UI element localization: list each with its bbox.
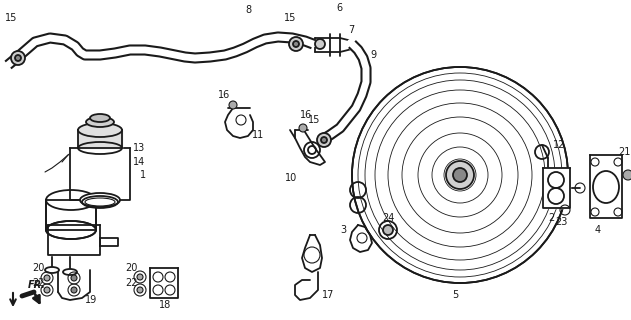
Circle shape [44, 275, 50, 281]
Circle shape [44, 287, 50, 293]
Text: 6: 6 [336, 3, 342, 13]
Text: 15: 15 [308, 115, 321, 125]
Text: 1: 1 [140, 170, 146, 180]
Polygon shape [78, 130, 122, 148]
Text: 12: 12 [553, 140, 565, 150]
Text: 24: 24 [382, 213, 394, 223]
Circle shape [317, 133, 331, 147]
Text: 8: 8 [245, 5, 251, 15]
Ellipse shape [46, 221, 96, 239]
Ellipse shape [63, 269, 77, 275]
Text: 23: 23 [555, 217, 567, 227]
Polygon shape [100, 238, 118, 246]
Text: 22: 22 [32, 278, 45, 288]
Text: 5: 5 [452, 290, 458, 300]
Circle shape [446, 161, 474, 189]
Ellipse shape [46, 190, 96, 210]
Polygon shape [70, 148, 130, 200]
Circle shape [15, 55, 21, 61]
Text: 15: 15 [284, 13, 297, 23]
Text: 2: 2 [548, 213, 554, 223]
Text: 19: 19 [85, 295, 97, 305]
Text: 11: 11 [252, 130, 264, 140]
Ellipse shape [45, 267, 59, 273]
Polygon shape [48, 225, 100, 255]
Text: 15: 15 [5, 13, 18, 23]
Text: 10: 10 [285, 173, 297, 183]
Ellipse shape [90, 114, 110, 122]
Circle shape [289, 37, 303, 51]
Circle shape [383, 225, 393, 235]
Text: 9: 9 [370, 50, 376, 60]
Circle shape [623, 170, 631, 180]
Circle shape [299, 124, 307, 132]
Ellipse shape [86, 117, 114, 127]
Text: 13: 13 [133, 143, 145, 153]
Circle shape [11, 51, 25, 65]
Circle shape [315, 39, 325, 49]
Text: 22: 22 [125, 278, 138, 288]
Text: 3: 3 [340, 225, 346, 235]
Text: 16: 16 [218, 90, 230, 100]
Text: 16: 16 [300, 110, 312, 120]
Text: 18: 18 [159, 300, 171, 310]
Ellipse shape [80, 193, 120, 207]
Text: 21: 21 [618, 147, 630, 157]
Ellipse shape [78, 123, 122, 137]
Text: FR.: FR. [28, 280, 46, 290]
Text: 14: 14 [133, 157, 145, 167]
Circle shape [71, 275, 77, 281]
Circle shape [229, 101, 237, 109]
Text: 20: 20 [125, 263, 138, 273]
Polygon shape [46, 200, 96, 230]
Circle shape [137, 274, 143, 280]
Polygon shape [150, 268, 178, 298]
Circle shape [352, 67, 568, 283]
Circle shape [293, 41, 299, 47]
Text: 20: 20 [32, 263, 44, 273]
Circle shape [137, 287, 143, 293]
Text: 4: 4 [595, 225, 601, 235]
Text: 17: 17 [322, 290, 334, 300]
Circle shape [453, 168, 467, 182]
Circle shape [321, 137, 327, 143]
Circle shape [71, 287, 77, 293]
Polygon shape [543, 168, 570, 208]
Text: 7: 7 [348, 25, 354, 35]
Polygon shape [590, 155, 622, 218]
